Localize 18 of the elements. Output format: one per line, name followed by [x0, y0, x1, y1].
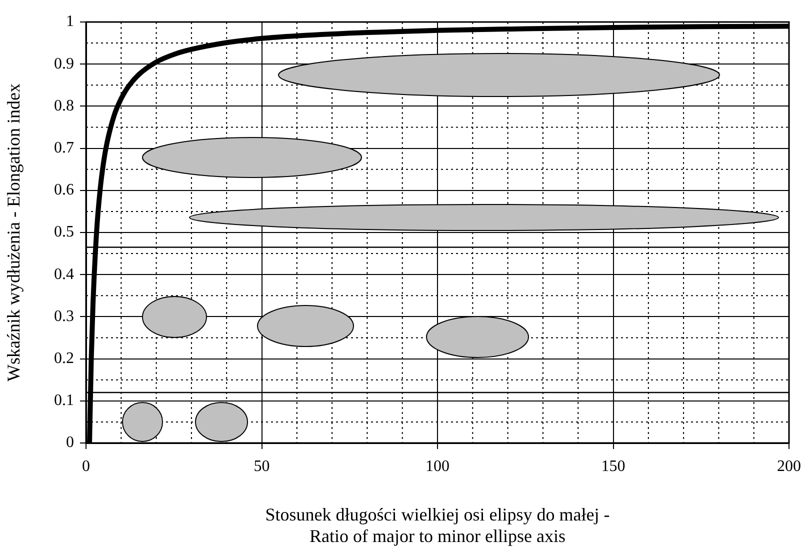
y-tick-label: 0.7 [54, 140, 74, 157]
y-tick-label: 0.1 [54, 392, 74, 410]
y-tick-label: 0.2 [54, 350, 74, 368]
y-tick-label: 0.3 [54, 308, 74, 325]
y-tick-label: 0.5 [54, 224, 74, 241]
y-tick-label: 0.6 [54, 182, 74, 199]
x-axis-title: Stosunek długości wielkiej osi elipsy do małej - Ratio of major to minor ellipse axis [265, 504, 610, 546]
y-axis-title: Wskaźnik wydłużenia - Elongation index [4, 84, 24, 382]
y-tick-label: 1 [66, 13, 74, 30]
x-tick-label: 0 [82, 458, 90, 475]
x-tick-label: 200 [777, 458, 801, 475]
y-tick-label: 0.9 [54, 55, 74, 72]
y-tick-label: 0 [66, 434, 74, 452]
x-tick-label: 100 [426, 458, 450, 475]
y-tick-label: 0.4 [54, 266, 74, 283]
x-tick-label: 50 [254, 458, 270, 475]
x-tick-label: 150 [601, 458, 626, 475]
y-tick-label: 0.8 [54, 97, 74, 114]
